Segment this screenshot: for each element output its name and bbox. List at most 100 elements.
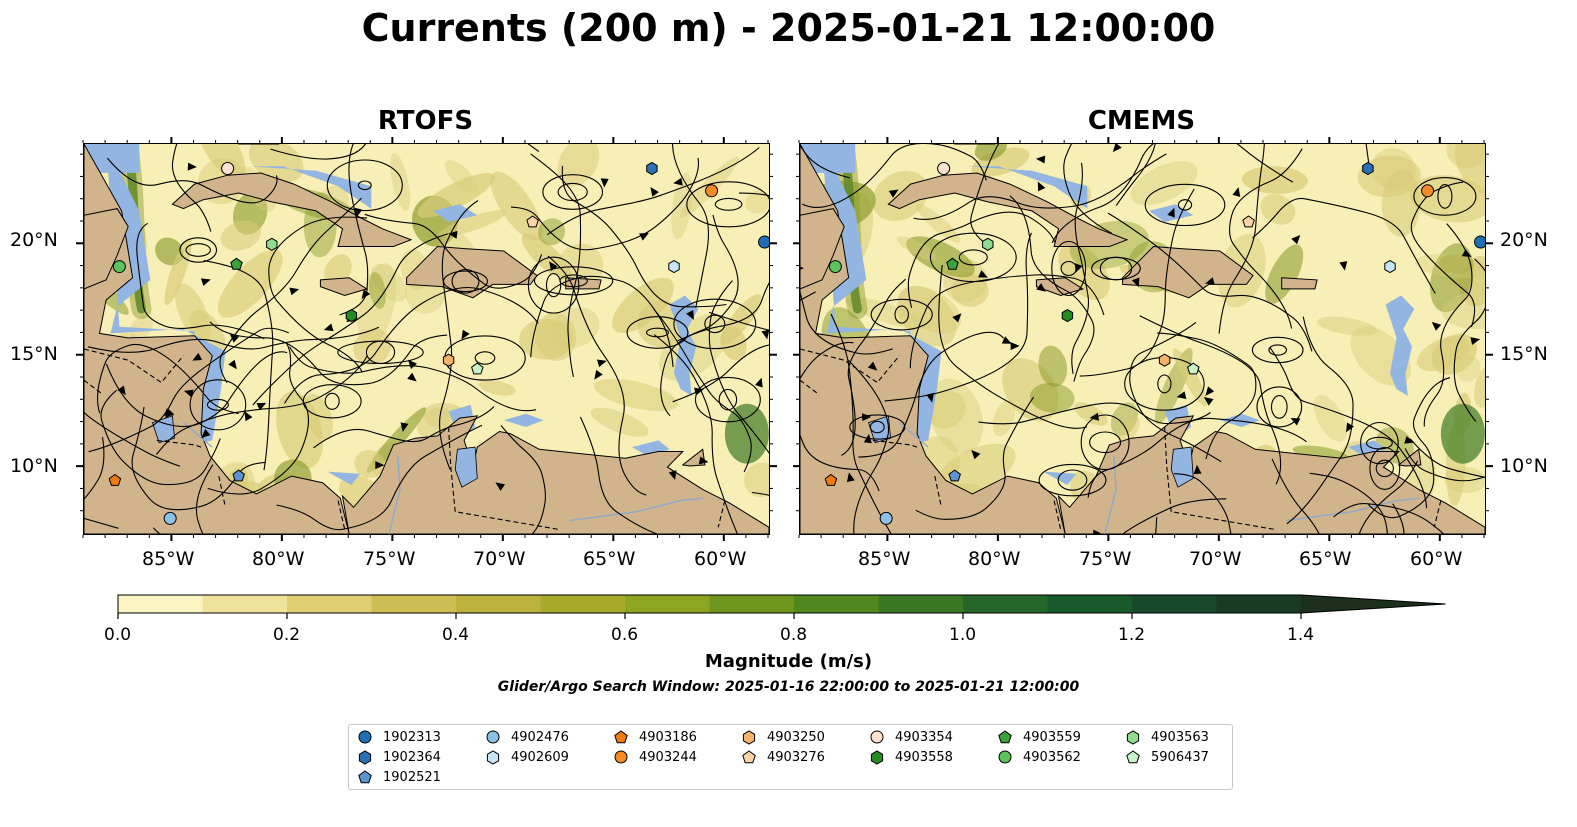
colorbar-tick-1: 0.2 [273, 625, 301, 645]
axis-ticks [76, 137, 1493, 541]
lon-label-65w-left: 65°W [583, 548, 636, 570]
legend-label: 4903186 [639, 729, 697, 745]
legend-item-4903558: 4903558 [869, 747, 953, 767]
legend-item-4903354: 4903354 [869, 727, 953, 747]
colorbar-label: Magnitude (m/s) [704, 651, 873, 672]
lon-label-80w-right: 80°W [968, 548, 1021, 570]
legend-item-4903559: 4903559 [997, 727, 1081, 747]
legend-label: 4903244 [639, 749, 697, 765]
float-marker-4902609-rtofs [668, 260, 680, 274]
legend-item-1902364: 1902364 [357, 747, 441, 767]
float-marker-1902313-rtofs [758, 235, 769, 249]
lon-label-80w-left: 80°W [252, 548, 305, 570]
rtofs-current-map [84, 144, 769, 534]
float-marker-4903354-rtofs [221, 162, 235, 176]
hexagon-marker-icon [870, 750, 884, 765]
legend-item-4903244: 4903244 [613, 747, 697, 767]
circle-marker-icon [870, 730, 884, 744]
float-marker-5906437-cmems [1187, 362, 1200, 375]
legend-item-4903563: 4903563 [1125, 727, 1209, 747]
lon-label-75w-right: 75°W [1079, 548, 1132, 570]
float-marker-5906437-rtofs [471, 362, 484, 375]
float-marker-1902364-cmems [1362, 161, 1374, 176]
float-marker-4903186-cmems [824, 473, 838, 486]
panel-title-cmems: CMEMS [1087, 106, 1196, 136]
float-marker-4903250-cmems [1158, 353, 1171, 367]
lon-label-85w-right: 85°W [858, 548, 911, 570]
pentagon-marker-icon [998, 730, 1012, 744]
lon-label-75w-left: 75°W [363, 548, 416, 570]
float-marker-4903244-cmems [1421, 184, 1435, 198]
legend-label: 4903558 [895, 749, 953, 765]
colorbar [117, 594, 1446, 619]
float-marker-4903562-rtofs [112, 260, 126, 274]
colorbar-tick-2: 0.4 [442, 625, 470, 645]
search-window-note: Glider/Argo Search Window: 2025-01-16 22… [497, 679, 1080, 695]
float-marker-1902364-rtofs [646, 161, 658, 176]
float-marker-4903563-rtofs [266, 237, 278, 251]
float-marker-4903186-rtofs [108, 473, 122, 486]
float-marker-4903276-cmems [1242, 215, 1255, 228]
lon-label-70w-left: 70°W [473, 548, 526, 570]
legend-label: 4903250 [767, 729, 825, 745]
colorbar-tick-4: 0.8 [780, 625, 808, 645]
colorbar-tick-0: 0.0 [104, 625, 132, 645]
colorbar-tick-5: 1.0 [949, 625, 977, 645]
legend-label: 4903559 [1023, 729, 1081, 745]
float-marker-4902476-rtofs [163, 511, 177, 525]
lon-label-70w-right: 70°W [1189, 548, 1242, 570]
hexagon-marker-icon [742, 730, 756, 745]
lon-label-65w-right: 65°W [1299, 548, 1352, 570]
colorbar-tick-6: 1.2 [1118, 625, 1146, 645]
hexagon-marker-icon [358, 750, 372, 765]
float-marker-4903562-cmems [828, 260, 842, 274]
legend-item-4902476: 4902476 [485, 727, 569, 747]
legend-label: 4903276 [767, 749, 825, 765]
panel-title-rtofs: RTOFS [377, 106, 474, 136]
float-marker-4903276-rtofs [526, 215, 539, 228]
float-marker-4903558-rtofs [345, 309, 358, 323]
legend-item-4902609: 4902609 [485, 747, 569, 767]
float-marker-4903244-rtofs [705, 184, 719, 198]
colorbar-extend-triangle [1301, 595, 1446, 613]
float-marker-4902609-cmems [1384, 260, 1396, 274]
legend-label: 4902476 [511, 729, 569, 745]
pentagon-marker-icon [1126, 750, 1140, 764]
cmems-current-map [800, 144, 1485, 534]
legend-item-1902521: 1902521 [357, 767, 441, 787]
lon-label-60w-right: 60°W [1410, 548, 1463, 570]
legend-label: 4902609 [511, 749, 569, 765]
legend-label: 4903354 [895, 729, 953, 745]
float-marker-4902476-cmems [879, 511, 893, 525]
float-marker-4903563-cmems [982, 237, 994, 251]
hexagon-marker-icon [486, 750, 500, 765]
pentagon-marker-icon [614, 730, 628, 744]
colorbar-tick-7: 1.4 [1287, 625, 1315, 645]
legend-item-4903250: 4903250 [741, 727, 825, 747]
circle-marker-icon [358, 730, 372, 744]
legend-label: 4903562 [1023, 749, 1081, 765]
float-marker-1902521-rtofs [232, 469, 245, 482]
circle-marker-icon [614, 750, 628, 764]
circle-marker-icon [998, 750, 1012, 764]
lat-label-15n-left: 15°N [10, 343, 58, 365]
float-marker-4903354-cmems [937, 162, 951, 176]
float-marker-4903250-rtofs [442, 353, 455, 367]
lat-label-10n-right: 10°N [1500, 455, 1548, 477]
legend-item-5906437: 5906437 [1125, 747, 1209, 767]
legend-label: 1902364 [383, 749, 441, 765]
legend-item-1902313: 1902313 [357, 727, 441, 747]
circle-marker-icon [486, 730, 500, 744]
map-panel-rtofs [83, 143, 770, 535]
float-marker-1902313-cmems [1474, 235, 1485, 249]
lon-label-85w-left: 85°W [142, 548, 195, 570]
legend-item-4903186: 4903186 [613, 727, 697, 747]
legend-label: 1902521 [383, 769, 441, 785]
lon-label-60w-left: 60°W [694, 548, 747, 570]
lat-label-10n-left: 10°N [10, 455, 58, 477]
float-marker-4903559-rtofs [230, 257, 243, 270]
legend-item-4903276: 4903276 [741, 747, 825, 767]
legend-label: 5906437 [1151, 749, 1209, 765]
float-marker-4903558-cmems [1061, 309, 1074, 323]
lat-label-15n-right: 15°N [1500, 343, 1548, 365]
